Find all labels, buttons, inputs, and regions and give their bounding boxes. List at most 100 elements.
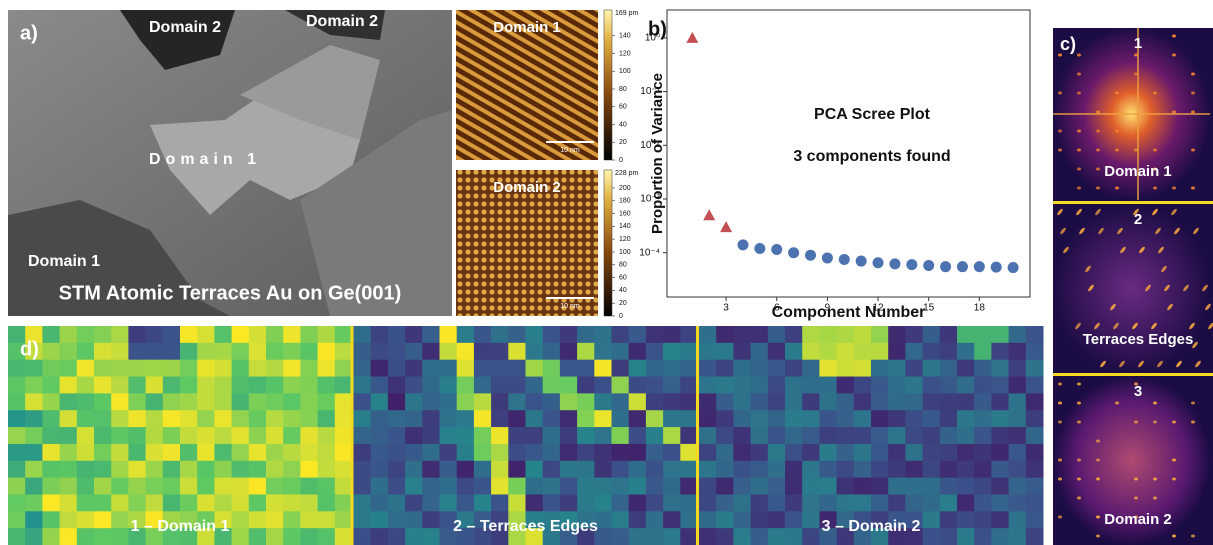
map-cell bbox=[733, 326, 752, 344]
fft-spot bbox=[1058, 515, 1062, 519]
map-cell bbox=[300, 460, 319, 479]
map-cell bbox=[611, 477, 630, 495]
map-cell bbox=[611, 494, 630, 512]
map-cell bbox=[802, 460, 820, 479]
map-cell bbox=[300, 494, 319, 512]
map-cell bbox=[628, 359, 647, 378]
map-cell bbox=[991, 376, 1010, 394]
fft-spot bbox=[1063, 246, 1069, 254]
map-cell bbox=[111, 477, 129, 495]
y-tick-label: 10⁻² bbox=[640, 140, 660, 151]
map-cell bbox=[699, 460, 717, 479]
map-cell bbox=[836, 376, 855, 394]
map-cell bbox=[577, 427, 595, 445]
map-cell bbox=[905, 326, 924, 344]
map-cell bbox=[905, 511, 924, 529]
map-cell bbox=[611, 359, 630, 378]
map-cell bbox=[819, 359, 838, 378]
map-cell bbox=[577, 460, 595, 479]
map-cell bbox=[991, 342, 1010, 361]
map-cell bbox=[334, 342, 353, 361]
map-cell bbox=[145, 342, 164, 361]
fft-spot bbox=[1157, 360, 1163, 368]
map-cell bbox=[353, 443, 372, 462]
map-cell bbox=[819, 511, 838, 529]
map-cell bbox=[25, 427, 43, 445]
map-cell bbox=[214, 460, 233, 479]
map-cell bbox=[405, 460, 423, 479]
map-cell bbox=[283, 494, 301, 512]
map-cell bbox=[767, 393, 786, 411]
map-cell bbox=[577, 511, 595, 529]
map-cell bbox=[266, 410, 284, 428]
map-cell bbox=[542, 326, 561, 344]
map-cell bbox=[266, 460, 284, 479]
map-cell bbox=[439, 326, 458, 344]
map-cell bbox=[645, 460, 664, 479]
map-cell bbox=[680, 443, 698, 462]
map-cell bbox=[939, 443, 958, 462]
map-cell bbox=[422, 393, 440, 411]
colorbar-tick-label: 0 bbox=[619, 157, 623, 164]
x-axis-label: Component Number bbox=[772, 304, 926, 321]
map-cell bbox=[111, 494, 129, 512]
map-cell bbox=[353, 494, 372, 512]
map-cell bbox=[508, 528, 526, 545]
map-cell bbox=[405, 443, 423, 462]
map-cell bbox=[699, 427, 717, 445]
map-cell bbox=[577, 528, 595, 545]
map-cell bbox=[802, 494, 820, 512]
map-cell bbox=[8, 410, 26, 428]
map-cell bbox=[231, 477, 250, 495]
separator bbox=[1053, 373, 1213, 376]
map-cell bbox=[8, 427, 26, 445]
scale-bar-label: 10 nm bbox=[560, 303, 580, 310]
map-cell bbox=[957, 393, 975, 411]
map-cell bbox=[317, 494, 336, 512]
map-cell bbox=[680, 528, 698, 545]
map-cell bbox=[767, 376, 786, 394]
map-cell bbox=[405, 342, 423, 361]
map-cell bbox=[853, 460, 872, 479]
map-cell bbox=[991, 443, 1010, 462]
map-cell bbox=[853, 359, 872, 378]
map-cell bbox=[819, 376, 838, 394]
map-cell bbox=[628, 511, 647, 529]
map-cell bbox=[248, 393, 267, 411]
map-cell bbox=[853, 393, 872, 411]
fft-spot bbox=[1172, 458, 1176, 462]
map-cell bbox=[645, 528, 664, 545]
fft-spot bbox=[1172, 420, 1176, 424]
fft-spot bbox=[1077, 53, 1081, 57]
map-cell bbox=[888, 376, 906, 394]
map-cell bbox=[162, 528, 181, 545]
fft-number: 2 bbox=[1134, 211, 1142, 228]
map-cell bbox=[405, 477, 423, 495]
fft-spot bbox=[1192, 341, 1198, 349]
map-cell bbox=[353, 376, 372, 394]
map-cell bbox=[508, 511, 526, 529]
fft-spot bbox=[1153, 420, 1157, 424]
fft-spot bbox=[1096, 439, 1100, 443]
map-cell bbox=[542, 528, 561, 545]
map-cell bbox=[905, 359, 924, 378]
map-cell bbox=[750, 376, 769, 394]
map-cell bbox=[94, 460, 112, 479]
map-cell bbox=[353, 511, 372, 529]
map-cell bbox=[300, 410, 319, 428]
map-cell bbox=[974, 511, 992, 529]
map-cell bbox=[628, 326, 647, 344]
map-cell bbox=[922, 477, 941, 495]
map-cell bbox=[197, 342, 215, 361]
map-cell bbox=[491, 477, 509, 495]
map-cell bbox=[922, 342, 941, 361]
map-cell bbox=[145, 443, 164, 462]
map-cell bbox=[888, 359, 906, 378]
map-cell bbox=[231, 427, 250, 445]
map-cell bbox=[317, 410, 336, 428]
map-cell bbox=[94, 393, 112, 411]
map-cell bbox=[802, 376, 820, 394]
map-cell bbox=[888, 443, 906, 462]
inset-image bbox=[456, 170, 598, 316]
map-cell bbox=[594, 342, 612, 361]
